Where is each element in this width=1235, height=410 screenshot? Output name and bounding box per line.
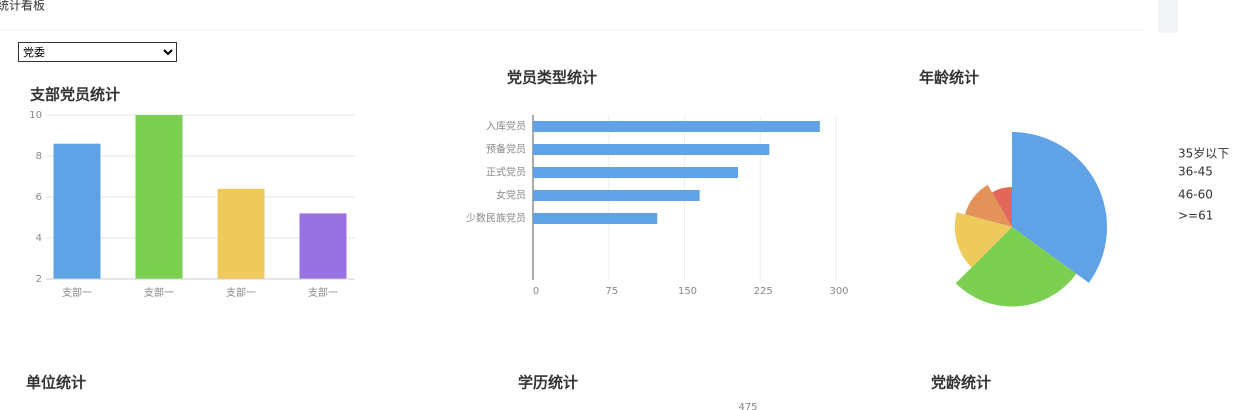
y-tick-label: 少数民族党员: [466, 212, 526, 225]
bar: [533, 190, 700, 201]
x-tick-label: 225: [754, 286, 773, 297]
y-tick-label: 正式党员: [486, 166, 526, 179]
x-tick-label: 支部一: [308, 286, 338, 299]
legend-label: >=61: [1178, 209, 1213, 223]
legend-label: 36-45: [1178, 165, 1213, 179]
pie-slice: [992, 187, 1012, 227]
bar: [533, 213, 658, 224]
y-tick-label: 2: [36, 274, 42, 285]
section-title: 学历统计: [518, 374, 578, 392]
section-title: 党龄统计: [931, 374, 991, 392]
x-tick-label: 300: [829, 286, 848, 297]
bar: [299, 213, 347, 279]
bar: [533, 167, 739, 178]
chart-title: 支部党员统计: [29, 86, 120, 104]
scroll-strip: [1158, 0, 1178, 33]
x-tick-label: 0: [533, 286, 539, 297]
legend-label: 35岁以下: [1178, 146, 1229, 161]
y-tick-label: 6: [36, 192, 42, 203]
bar: [533, 121, 820, 132]
bar: [217, 188, 265, 279]
pie-slice: [954, 212, 1012, 268]
pie-slice: [955, 227, 1077, 307]
y-tick-label: 10: [29, 110, 42, 121]
legend-label: 46-60: [1178, 188, 1213, 202]
section-title: 单位统计: [26, 374, 86, 392]
chart-title: 党员类型统计: [507, 69, 597, 87]
y-tick-label: 女党员: [496, 189, 526, 202]
x-tick-label: 支部一: [226, 286, 256, 299]
chart-title: 年龄统计: [919, 69, 979, 87]
x-tick-label: 支部一: [144, 286, 174, 299]
y-tick-label: 8: [36, 151, 42, 162]
bar: [533, 144, 770, 155]
org-select[interactable]: 党委: [18, 42, 177, 62]
page-title: 统计看板: [0, 0, 45, 13]
x-tick-label: 150: [678, 286, 697, 297]
y-tick-label: 预备党员: [486, 143, 526, 156]
bar: [53, 143, 101, 279]
data-label: 475: [738, 402, 757, 410]
x-tick-label: 支部一: [62, 286, 92, 299]
x-tick-label: 75: [605, 286, 618, 297]
pie-slice: [965, 184, 1012, 227]
y-tick-label: 入库党员: [486, 120, 526, 133]
pie-slice: [1012, 132, 1107, 283]
y-tick-label: 4: [36, 233, 42, 244]
bar: [135, 115, 183, 279]
